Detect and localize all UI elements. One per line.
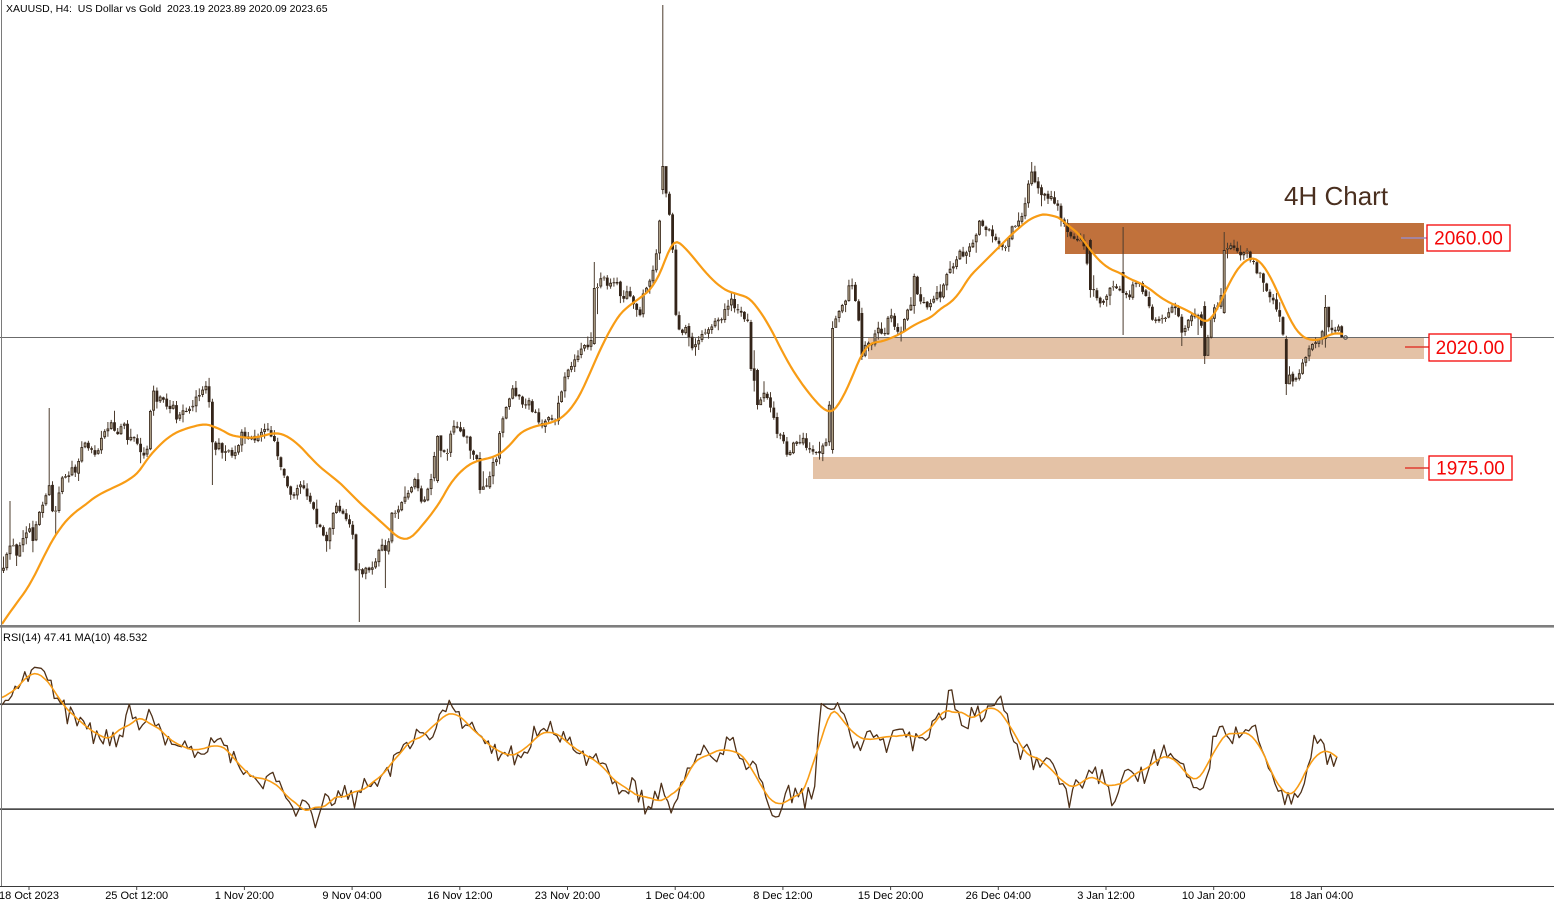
- svg-text:XAUUSD, H4: US Dollar vs Gold: XAUUSD, H4: US Dollar vs Gold 2023.19 20…: [6, 3, 328, 15]
- svg-text:3 Jan 12:00: 3 Jan 12:00: [1077, 890, 1135, 902]
- svg-text:1975.00: 1975.00: [1436, 459, 1505, 480]
- svg-text:18 Oct 2023: 18 Oct 2023: [0, 890, 59, 902]
- svg-text:18 Jan 04:00: 18 Jan 04:00: [1290, 890, 1354, 902]
- svg-text:9 Nov 04:00: 9 Nov 04:00: [322, 890, 381, 902]
- svg-text:10 Jan 20:00: 10 Jan 20:00: [1182, 890, 1246, 902]
- svg-text:15 Dec 20:00: 15 Dec 20:00: [858, 890, 923, 902]
- svg-text:23 Nov 20:00: 23 Nov 20:00: [535, 890, 600, 902]
- svg-text:1 Dec 04:00: 1 Dec 04:00: [646, 890, 705, 902]
- svg-text:2060.00: 2060.00: [1434, 229, 1503, 250]
- svg-text:25 Oct 12:00: 25 Oct 12:00: [105, 890, 168, 902]
- svg-text:RSI(14) 47.41 MA(10) 48.532: RSI(14) 47.41 MA(10) 48.532: [3, 632, 147, 644]
- svg-text:1 Nov 20:00: 1 Nov 20:00: [215, 890, 274, 902]
- svg-text:2020.00: 2020.00: [1436, 338, 1505, 359]
- svg-text:26 Dec 04:00: 26 Dec 04:00: [966, 890, 1031, 902]
- svg-text:8 Dec 12:00: 8 Dec 12:00: [753, 890, 812, 902]
- svg-text:16 Nov 12:00: 16 Nov 12:00: [427, 890, 492, 902]
- svg-text:4H Chart: 4H Chart: [1284, 181, 1389, 211]
